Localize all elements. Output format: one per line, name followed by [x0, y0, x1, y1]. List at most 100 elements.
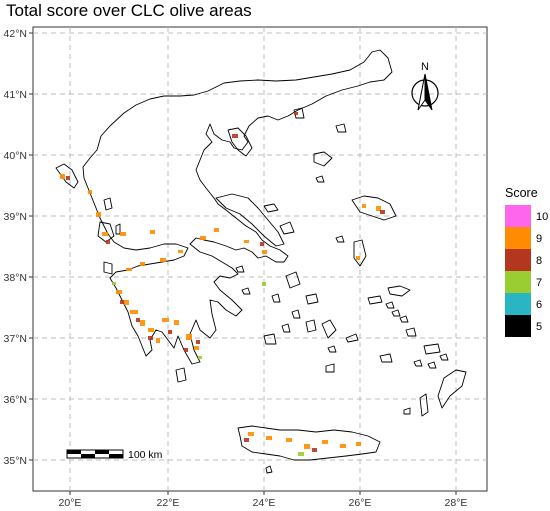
olive-patch	[262, 282, 266, 286]
olive-patch	[174, 320, 179, 325]
lat-tick-label: 35°N	[4, 455, 27, 467]
lat-tick-label: 38°N	[4, 272, 27, 284]
olive-patch	[126, 268, 132, 271]
rhodes-outline	[437, 369, 467, 409]
olive-patch	[88, 190, 92, 194]
lat-tick-label: 40°N	[4, 150, 27, 162]
gavdos-outline	[265, 465, 273, 474]
olive-patch	[298, 452, 304, 456]
olive-patch	[198, 356, 202, 359]
olive-patch	[168, 330, 172, 334]
legend-label: 5	[536, 321, 542, 333]
kea-outline	[271, 293, 281, 303]
olive-patch	[96, 212, 101, 217]
lon-tick-label: 22°E	[157, 497, 180, 509]
map-title: Total score over CLC olive areas	[6, 1, 252, 20]
olive-patch	[136, 318, 140, 322]
olive-patch	[286, 438, 292, 442]
lon-tick-label: 26°E	[349, 497, 372, 509]
olive-patch	[120, 232, 126, 236]
legend-label: 10	[536, 211, 548, 223]
olive-patch	[322, 440, 328, 444]
limnos-outline	[313, 151, 333, 167]
corfu-outline	[55, 163, 79, 189]
olive-patch	[214, 228, 219, 232]
scale-bar-label: 100 km	[128, 449, 163, 461]
olive-patch	[140, 262, 145, 266]
legend-swatch-8	[505, 249, 531, 271]
olive-patch	[106, 240, 110, 244]
lon-tick-label: 28°E	[445, 497, 468, 509]
olive-patch	[194, 346, 199, 350]
legend-title: Score	[505, 186, 538, 200]
olive-patch	[304, 444, 310, 449]
tinos-outline	[305, 293, 319, 305]
north-arrow-icon: N	[411, 61, 439, 111]
psara-outline	[335, 235, 345, 243]
olive-patch	[140, 320, 145, 326]
lat-tick-label: 37°N	[4, 333, 27, 345]
graticule	[33, 27, 487, 491]
tilos-outline	[427, 361, 437, 369]
olive-patch	[116, 290, 122, 294]
sifnos-outline	[281, 323, 291, 333]
crete-outline	[237, 425, 381, 461]
olive-patch	[266, 436, 272, 440]
thasos-outline	[293, 107, 305, 119]
lat-tick-label: 36°N	[4, 394, 27, 406]
olive-patch	[244, 438, 249, 442]
syros-outline	[291, 309, 301, 319]
lefkada-outline	[103, 197, 113, 211]
olive-patch	[162, 318, 169, 322]
leros-outline	[399, 315, 409, 323]
olive-patch	[102, 232, 108, 236]
kythira-outline	[175, 367, 187, 383]
evia-outline	[215, 193, 285, 247]
kalymnos-outline	[405, 327, 417, 337]
zakynthos-outline	[103, 261, 113, 275]
nisyros-outline	[413, 359, 423, 367]
north-arrow-label: N	[421, 61, 429, 73]
olive-score-patches	[60, 174, 381, 449]
olive-patch	[196, 340, 200, 344]
olive-patch	[362, 204, 366, 208]
olive-patch	[66, 176, 70, 180]
olive-patch	[260, 242, 264, 246]
legend-label: 9	[536, 233, 542, 245]
olive-patch	[160, 258, 166, 262]
olive-score-patches	[66, 112, 385, 452]
olive-patch	[156, 338, 160, 343]
axis-ticks	[29, 32, 457, 495]
kasos-outline	[403, 407, 411, 415]
olive-patch	[120, 300, 124, 304]
olive-patch	[186, 334, 192, 340]
samothraki-outline	[335, 123, 347, 133]
olive-patch	[380, 210, 385, 214]
salamina-outline	[235, 265, 245, 273]
olive-patch	[248, 432, 254, 436]
olive-patch	[312, 448, 317, 452]
olive-patch	[148, 328, 154, 332]
kos-outline	[423, 343, 441, 355]
legend-swatch-10	[505, 205, 531, 227]
olive-patch	[184, 348, 188, 352]
legend-label: 7	[536, 277, 542, 289]
olive-patch	[60, 174, 65, 179]
lat-tick-label: 39°N	[4, 211, 27, 223]
olive-patch	[148, 336, 153, 340]
ios-outline	[327, 345, 337, 353]
lon-tick-label: 24°E	[253, 497, 276, 509]
map-panel	[32, 26, 488, 492]
samos-outline	[387, 285, 411, 297]
milos-outline	[263, 333, 277, 345]
olive-patch	[356, 442, 361, 446]
legend-swatch-5	[505, 315, 531, 337]
astypalaia-outline	[379, 353, 393, 363]
lat-tick-label: 42°N	[4, 28, 27, 40]
fournoi-outline	[385, 301, 395, 309]
olive-patch	[112, 282, 116, 285]
legend-swatch-9	[505, 227, 531, 249]
olive-patch	[340, 444, 346, 448]
legend-label: 6	[536, 299, 542, 311]
